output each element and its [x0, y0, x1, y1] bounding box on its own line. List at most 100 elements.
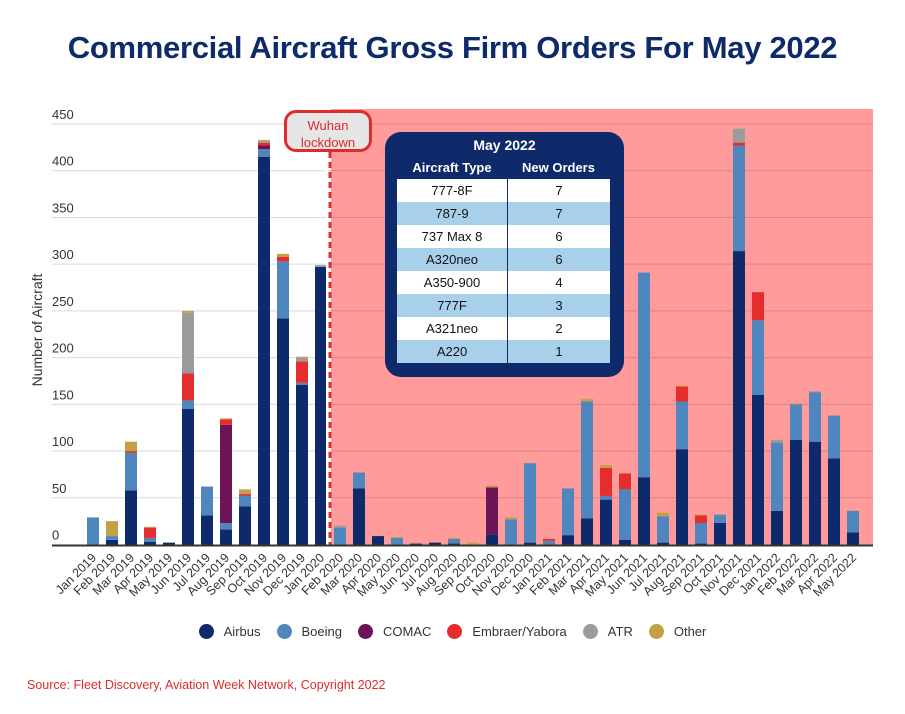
bar-segment-airbus [828, 458, 840, 545]
bar-segment-embraer-yabora [258, 142, 270, 146]
bar-segment-embraer-yabora [619, 473, 631, 490]
bar-segment-other [106, 521, 118, 537]
bar-segment-boeing [809, 392, 821, 442]
table-row: A350-900 4 [397, 271, 610, 294]
bar-segment-other [258, 139, 270, 141]
y-tick-label: 200 [52, 341, 74, 356]
bar-segment-other [182, 310, 194, 313]
bar-segment-boeing [258, 149, 270, 157]
y-tick-label: 250 [52, 294, 74, 309]
bar-segment-airbus [277, 318, 289, 545]
bar-stack [125, 441, 137, 545]
bar-segment-other [467, 542, 479, 545]
bar-segment-embraer-yabora [733, 142, 745, 146]
bar-stack [847, 510, 859, 545]
bar-segment-atr [296, 357, 308, 362]
legend-item-comac: COMAC [357, 624, 431, 639]
bar-segment-airbus [315, 266, 327, 545]
bar-segment-other [277, 253, 289, 257]
bar-segment-boeing [524, 463, 536, 543]
aircraft-type-cell: A321neo [397, 317, 508, 340]
bar-stack [657, 512, 669, 545]
bar-segment-boeing [353, 472, 365, 489]
bar-segment-other [486, 485, 498, 488]
bar-stack [467, 542, 479, 545]
bar-segment-atr [258, 140, 270, 143]
bar-segment-airbus [657, 542, 669, 545]
bar-segment-airbus [752, 394, 764, 545]
bar-stack [220, 418, 232, 545]
y-tick-label: 450 [52, 107, 74, 122]
bar-segment-embraer-yabora [296, 361, 308, 383]
bar-segment-boeing [638, 272, 650, 478]
source-note: Source: Fleet Discovery, Aviation Week N… [27, 678, 386, 692]
legend-item-airbus: Airbus [198, 624, 261, 639]
bar-stack [258, 139, 270, 545]
y-tick-label: 150 [52, 387, 74, 402]
bar-segment-boeing [676, 401, 688, 450]
bar-segment-airbus [562, 535, 574, 545]
bar-segment-other [505, 517, 517, 520]
bar-segment-boeing [695, 523, 707, 544]
bar-segment-embraer-yabora [676, 386, 688, 402]
table-row: 777-8F 7 [397, 179, 610, 202]
bar-stack [809, 391, 821, 545]
orders-table: 777-8F 7 787-9 7 737 Max 8 6 A320neo 6 A350-900 4… [397, 179, 610, 363]
bar-segment-airbus [448, 543, 460, 545]
bar-segment-other [125, 441, 137, 452]
bar-stack [448, 537, 460, 545]
bar-segment-airbus [239, 506, 251, 545]
bar-segment-comac [258, 145, 270, 150]
bar-segment-boeing [828, 415, 840, 459]
bar-segment-embraer-yabora [600, 467, 612, 496]
bar-stack [372, 536, 384, 545]
legend-swatch [648, 624, 664, 639]
bar-segment-other [676, 385, 688, 387]
bar-segment-boeing [182, 400, 194, 410]
bar-segment-airbus [429, 542, 441, 545]
may-2022-orders-panel: May 2022 Aircraft Type New Orders 777-8F… [385, 132, 624, 377]
bar-segment-airbus [372, 536, 384, 545]
bar-segment-other [695, 514, 707, 516]
bar-segment-boeing [201, 486, 213, 516]
bar-stack [524, 463, 536, 545]
bar-stack [201, 486, 213, 545]
bar-segment-airbus [581, 518, 593, 545]
bar-segment-embraer-yabora [182, 373, 194, 401]
bar-stack [315, 265, 327, 545]
bar-segment-boeing [239, 495, 251, 507]
bar-segment-embraer-yabora [543, 538, 555, 541]
bar-stack [87, 517, 99, 545]
bar-stack [353, 472, 365, 545]
legend-swatch [198, 624, 214, 639]
legend-label: Boeing [301, 624, 342, 639]
bar-segment-boeing [296, 382, 308, 385]
bar-stack [600, 465, 612, 545]
panel-title: May 2022 [473, 137, 536, 153]
bar-segment-comac [486, 487, 498, 535]
bar-segment-boeing [771, 442, 783, 511]
bar-segment-other [448, 537, 460, 539]
bar-stack [277, 253, 289, 545]
legend-swatch [276, 624, 292, 639]
bar-segment-airbus [410, 543, 422, 545]
legend-swatch [582, 624, 598, 639]
bar-segment-embraer-yabora [125, 451, 137, 453]
bar-segment-airbus [125, 490, 137, 545]
new-orders-cell: 3 [507, 294, 610, 317]
bar-segment-atr [809, 391, 821, 393]
bar-segment-airbus [486, 534, 498, 545]
bar-stack [638, 272, 650, 545]
bar-segment-embraer-yabora [752, 292, 764, 321]
legend-item-other: Other [648, 624, 706, 639]
bar-stack [771, 439, 783, 545]
bar-stack [733, 128, 745, 545]
bar-stack [619, 473, 631, 545]
new-orders-cell: 7 [507, 202, 610, 225]
bar-segment-atr [334, 525, 346, 528]
bar-segment-embraer-yabora [277, 256, 289, 262]
bar-segment-atr [239, 493, 251, 495]
bar-segment-airbus [809, 441, 821, 545]
aircraft-type-cell: A320neo [397, 248, 508, 271]
